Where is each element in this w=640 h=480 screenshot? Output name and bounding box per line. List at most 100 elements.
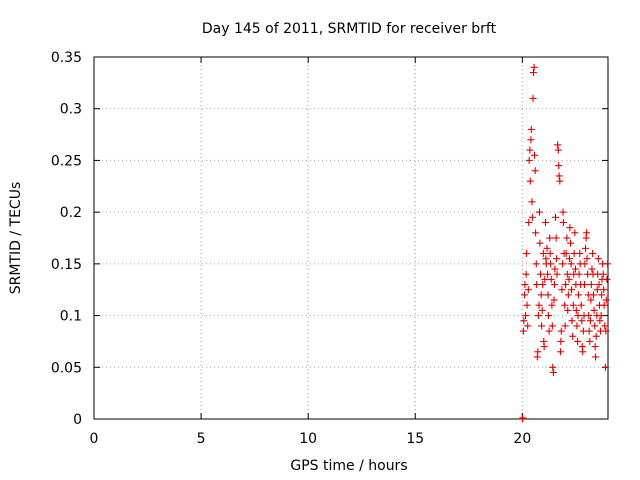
data-point	[537, 291, 545, 299]
data-point	[544, 270, 552, 278]
data-point	[540, 343, 548, 351]
data-point	[550, 296, 558, 304]
data-point	[587, 281, 595, 289]
data-point	[530, 63, 538, 71]
data-point	[563, 270, 571, 278]
data-point	[562, 281, 570, 289]
data-point	[602, 296, 610, 304]
data-point	[526, 177, 534, 185]
data-point	[549, 368, 557, 376]
data-point	[591, 343, 599, 351]
data-point	[554, 141, 562, 149]
data-point	[591, 322, 599, 330]
axes: 0 0.05 0.1 0.15 0.2 0.25 0.3 0.35 0 5 10 15 20	[51, 50, 609, 447]
data-point	[592, 332, 600, 340]
data-point	[594, 255, 602, 263]
data-point	[531, 151, 539, 159]
data-point	[555, 172, 563, 180]
data-point	[603, 275, 611, 283]
y-tick-label: 0.2	[60, 205, 82, 221]
data-point	[581, 260, 589, 268]
data-point	[531, 167, 539, 175]
data-point	[547, 275, 555, 283]
data-point	[574, 312, 582, 320]
data-point	[585, 327, 593, 335]
data-point	[569, 332, 577, 340]
data-point	[527, 136, 535, 144]
data-point	[549, 363, 557, 371]
data-point	[538, 306, 546, 314]
y-tick-label: 0.1	[60, 309, 82, 325]
data-point	[525, 156, 533, 164]
data-point	[541, 218, 549, 226]
data-point	[557, 337, 565, 345]
data-point	[567, 239, 575, 247]
data-point	[533, 281, 541, 289]
data-point	[588, 265, 596, 273]
data-point	[565, 275, 573, 283]
chart-title: Day 145 of 2011, SRMTID for receiver brf…	[202, 21, 497, 37]
data-point	[585, 312, 593, 320]
data-point	[589, 291, 597, 299]
data-point	[598, 291, 606, 299]
y-tick-label: 0.25	[51, 153, 82, 169]
data-point	[599, 270, 607, 278]
data-point	[583, 255, 591, 263]
data-point	[555, 162, 563, 170]
data-point	[532, 229, 540, 237]
data-point	[522, 312, 530, 320]
plot-frame	[93, 56, 609, 420]
data-point	[546, 250, 554, 258]
data-point	[548, 301, 556, 309]
y-tick-label: 0.15	[51, 257, 82, 273]
x-tick-label: 15	[406, 431, 424, 447]
data-point	[524, 286, 532, 294]
data-point	[559, 260, 567, 268]
data-point	[590, 306, 598, 314]
data-point	[568, 286, 576, 294]
data-point	[536, 239, 544, 247]
data-point	[523, 301, 531, 309]
data-point	[519, 414, 527, 422]
data-point	[575, 270, 583, 278]
data-point	[529, 69, 537, 77]
data-point	[544, 312, 552, 320]
data-point	[579, 348, 587, 356]
data-point	[553, 270, 561, 278]
data-point	[587, 296, 595, 304]
data-point	[569, 301, 577, 309]
data-point	[600, 286, 608, 294]
data-point	[523, 250, 531, 258]
data-point	[522, 270, 530, 278]
y-tick-label: 0	[73, 412, 82, 428]
x-tick-label: 20	[513, 431, 531, 447]
data-point	[524, 322, 532, 330]
data-point	[574, 291, 582, 299]
y-tick-label: 0.05	[51, 360, 82, 376]
data-point	[577, 301, 585, 309]
data-point	[534, 312, 542, 320]
x-tick-label: 0	[90, 431, 99, 447]
data-point	[592, 353, 600, 361]
y-axis-label: SRMTID / TECUs	[8, 182, 24, 295]
data-point	[593, 286, 601, 294]
data-point	[528, 198, 536, 206]
data-point	[535, 301, 543, 309]
data-point	[563, 234, 571, 242]
data-point	[547, 260, 555, 268]
data-point	[557, 327, 565, 335]
data-point	[566, 224, 574, 232]
data-point	[538, 322, 546, 330]
data-point	[525, 218, 533, 226]
data-point	[529, 94, 537, 102]
x-axis-label: GPS time / hours	[290, 458, 407, 474]
data-point	[561, 322, 569, 330]
data-points	[518, 63, 612, 423]
data-point	[519, 327, 527, 335]
data-point	[537, 270, 545, 278]
data-point	[573, 322, 581, 330]
data-point	[552, 213, 560, 221]
data-point	[559, 218, 567, 226]
data-point	[571, 229, 579, 237]
